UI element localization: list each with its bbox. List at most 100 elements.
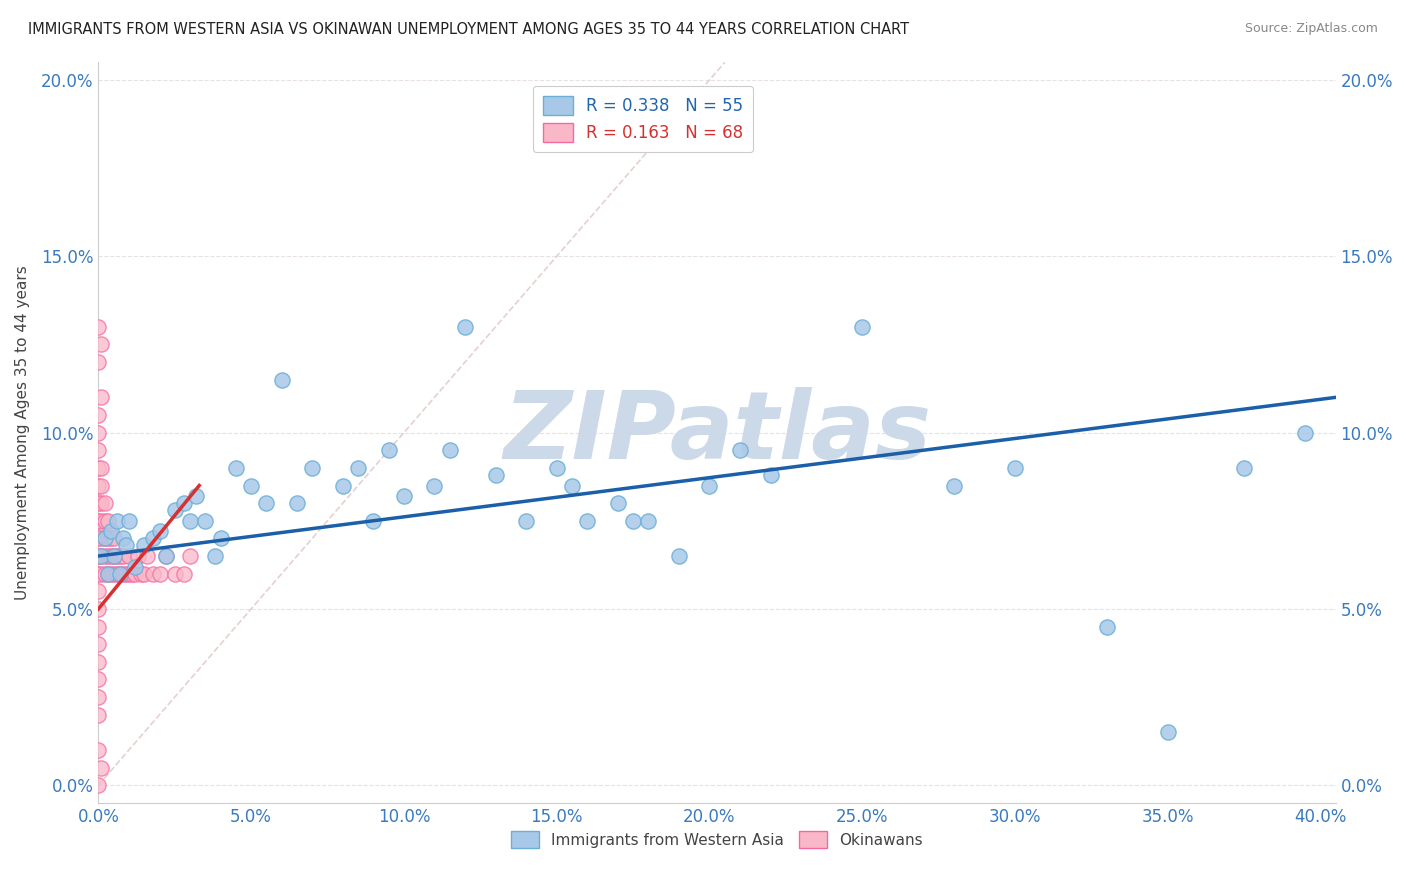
Point <box>87 496 110 510</box>
Point <box>179 514 201 528</box>
Point <box>97 514 120 528</box>
Point <box>332 478 354 492</box>
Text: Source: ZipAtlas.com: Source: ZipAtlas.com <box>1244 22 1378 36</box>
Point <box>606 496 628 510</box>
Point <box>87 461 110 475</box>
Point <box>93 496 115 510</box>
Text: IMMIGRANTS FROM WESTERN ASIA VS OKINAWAN UNEMPLOYMENT AMONG AGES 35 TO 44 YEARS : IMMIGRANTS FROM WESTERN ASIA VS OKINAWAN… <box>28 22 910 37</box>
Point <box>87 673 110 687</box>
Point <box>392 489 415 503</box>
Point <box>87 478 110 492</box>
Point <box>93 514 115 528</box>
Point <box>270 373 292 387</box>
Point <box>1156 725 1178 739</box>
Point <box>454 319 477 334</box>
Point <box>851 319 873 334</box>
Point <box>115 566 138 581</box>
Point <box>127 549 149 563</box>
Point <box>87 584 110 599</box>
Point <box>87 408 110 422</box>
Point <box>111 566 134 581</box>
Point <box>90 514 112 528</box>
Point <box>240 478 263 492</box>
Point <box>105 549 128 563</box>
Point <box>118 549 141 563</box>
Point <box>90 532 112 546</box>
Point <box>637 514 659 528</box>
Point <box>561 478 583 492</box>
Point <box>1004 461 1026 475</box>
Point <box>1233 461 1256 475</box>
Point <box>97 549 120 563</box>
Point <box>668 549 690 563</box>
Point <box>209 532 232 546</box>
Point <box>93 566 115 581</box>
Point <box>87 655 110 669</box>
Point <box>87 425 110 440</box>
Point <box>515 514 537 528</box>
Point <box>155 549 177 563</box>
Legend: Immigrants from Western Asia, Okinawans: Immigrants from Western Asia, Okinawans <box>505 824 929 855</box>
Point <box>484 467 506 482</box>
Point <box>728 443 751 458</box>
Point <box>87 690 110 704</box>
Point <box>93 532 115 546</box>
Point <box>97 532 120 546</box>
Point <box>90 461 112 475</box>
Point <box>87 602 110 616</box>
Point <box>111 532 134 546</box>
Point <box>148 566 170 581</box>
Point <box>163 566 186 581</box>
Point <box>621 514 644 528</box>
Point <box>100 566 122 581</box>
Point <box>87 637 110 651</box>
Point <box>87 514 110 528</box>
Point <box>90 390 112 404</box>
Point <box>108 549 131 563</box>
Point <box>576 514 599 528</box>
Point <box>118 514 141 528</box>
Point <box>100 524 122 539</box>
Text: ZIPatlas: ZIPatlas <box>503 386 931 479</box>
Point <box>90 496 112 510</box>
Point <box>285 496 308 510</box>
Point <box>105 566 128 581</box>
Point <box>173 496 195 510</box>
Point <box>103 549 125 563</box>
Point <box>100 549 122 563</box>
Point <box>90 549 112 563</box>
Point <box>124 559 146 574</box>
Point <box>136 549 159 563</box>
Point <box>1294 425 1316 440</box>
Point <box>204 549 226 563</box>
Point <box>90 566 112 581</box>
Point <box>546 461 568 475</box>
Point <box>363 514 385 528</box>
Point <box>103 549 125 563</box>
Point <box>142 566 165 581</box>
Point <box>108 566 131 581</box>
Point <box>103 532 125 546</box>
Point <box>87 443 110 458</box>
Point <box>225 461 247 475</box>
Point <box>87 743 110 757</box>
Point <box>194 514 217 528</box>
Point <box>93 532 115 546</box>
Point <box>105 514 128 528</box>
Point <box>134 566 156 581</box>
Point <box>87 549 110 563</box>
Point <box>87 707 110 722</box>
Point <box>129 566 152 581</box>
Y-axis label: Unemployment Among Ages 35 to 44 years: Unemployment Among Ages 35 to 44 years <box>15 265 30 600</box>
Point <box>87 778 110 792</box>
Point <box>111 549 134 563</box>
Point <box>90 549 112 563</box>
Point <box>942 478 965 492</box>
Point <box>87 566 110 581</box>
Point <box>759 467 782 482</box>
Point <box>1095 619 1118 633</box>
Point <box>439 443 461 458</box>
Point <box>179 549 201 563</box>
Point <box>115 538 138 552</box>
Point <box>301 461 323 475</box>
